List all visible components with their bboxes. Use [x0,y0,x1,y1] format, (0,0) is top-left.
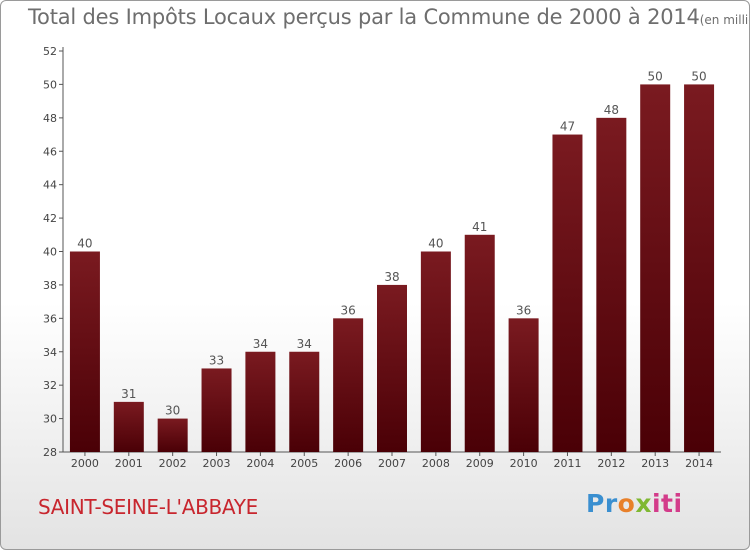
data-label-2002: 30 [165,404,180,418]
x-tick-label-2006: 2006 [334,457,362,470]
x-tick-label-2007: 2007 [378,457,406,470]
data-label-2000: 40 [77,237,92,251]
bar-2001 [113,401,144,452]
data-label-2009: 41 [472,220,487,234]
data-label-2005: 34 [297,337,312,351]
data-label-2012: 48 [604,103,619,117]
data-label-2011: 47 [560,120,575,134]
bar-2009 [464,234,495,452]
commune-name: SAINT-SEINE-L'ABBAYE [38,495,258,519]
x-tick-label-2010: 2010 [510,457,538,470]
y-tick-label: 38 [43,279,57,292]
x-tick-label-2013: 2013 [641,457,669,470]
x-tick-label-2014: 2014 [685,457,713,470]
bar-2007 [377,284,407,452]
x-tick-label-2001: 2001 [115,457,143,470]
data-label-2007: 38 [384,270,399,284]
proxiti-logo[interactable]: Proxiti [586,489,683,518]
data-label-2003: 33 [209,353,224,367]
logo-part-3: x [635,489,652,518]
data-label-2010: 36 [516,303,531,317]
y-tick-label: 44 [43,179,57,192]
x-tick-label-2009: 2009 [466,457,494,470]
chart-subtitle: (en milliers d'€) [699,13,749,27]
logo-part-2: o [617,489,636,518]
bar-2003 [201,368,232,452]
x-tick-label-2012: 2012 [597,457,625,470]
bar-2004 [245,351,276,452]
y-tick-label: 28 [43,446,57,459]
y-tick-label: 32 [43,379,57,392]
bar-2008 [420,251,451,452]
x-tick-label-2003: 2003 [203,457,231,470]
title-row: Total des Impôts Locaux perçus par la Co… [28,5,749,29]
bar-2005 [289,351,320,452]
data-label-2014: 50 [691,69,706,83]
y-tick-label: 34 [43,346,57,359]
bar-2012 [596,117,627,452]
bar-2000 [69,251,100,452]
y-tick-label: 30 [43,413,57,426]
x-tick-label-2011: 2011 [553,457,581,470]
x-tick-label-2008: 2008 [422,457,450,470]
bar-2011 [552,134,583,452]
data-label-2004: 34 [253,337,268,351]
x-tick-label-2005: 2005 [290,457,318,470]
data-label-2008: 40 [428,237,443,251]
bar-2014 [684,84,715,453]
bar-2006 [333,318,364,452]
bar-2010 [508,318,539,452]
data-label-2001: 31 [121,387,136,401]
y-tick-label: 36 [43,312,57,325]
logo-part-1: Pr [586,489,618,518]
data-label-2013: 50 [648,69,663,83]
bar-2013 [640,84,671,453]
y-tick-label: 46 [43,145,57,158]
y-tick-label: 42 [43,212,57,225]
x-tick-label-2004: 2004 [246,457,274,470]
y-tick-label: 50 [43,78,57,91]
y-tick-label: 48 [43,112,57,125]
y-tick-label: 40 [43,246,57,259]
data-label-2006: 36 [340,303,355,317]
x-tick-label-2000: 2000 [71,457,99,470]
y-tick-label: 52 [43,45,57,58]
bar-2002 [157,418,188,452]
logo-part-4: iti [651,489,683,518]
x-tick-label-2002: 2002 [159,457,187,470]
chart-title: Total des Impôts Locaux perçus par la Co… [28,5,700,29]
